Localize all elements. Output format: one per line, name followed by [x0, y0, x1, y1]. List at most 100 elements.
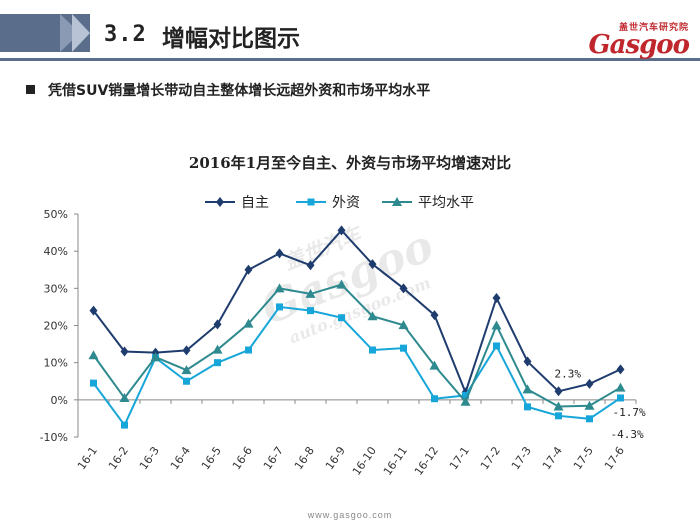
x-tick-label-17-2: 17-2 — [478, 444, 503, 472]
point-s2-17-3 — [524, 403, 531, 411]
series-line-3 — [92, 283, 622, 408]
x-tick-label-16-12: 16-12 — [412, 444, 441, 478]
point-s3-17-1 — [460, 396, 471, 406]
point-s3-16-8 — [305, 288, 316, 298]
data-label-3: -4.3% — [611, 428, 644, 441]
y-tick-label-5: 40% — [44, 245, 68, 258]
x-tick-label-16-10: 16-10 — [350, 444, 379, 478]
point-s2-16-4 — [183, 377, 190, 385]
point-s1-17-5 — [585, 378, 594, 389]
point-s3-16-4 — [181, 365, 192, 375]
x-tick-label-16-4: 16-4 — [168, 444, 193, 472]
point-s1-17-6 — [616, 364, 625, 375]
point-s3-16-1 — [88, 350, 99, 360]
series-line-1 — [92, 228, 621, 396]
point-s3-16-3 — [150, 352, 161, 362]
point-s3-16-10 — [367, 311, 378, 321]
point-s1-16-4 — [182, 345, 191, 356]
section-title: 增幅对比图示 — [162, 26, 300, 52]
point-s1-16-11 — [399, 283, 408, 294]
point-s3-16-6 — [243, 318, 254, 328]
point-s2-16-11 — [400, 344, 407, 352]
point-s2-16-2 — [121, 421, 128, 429]
point-s1-16-6 — [244, 264, 253, 275]
header-rule — [0, 58, 700, 61]
point-s1-17-2 — [492, 292, 501, 303]
point-s2-17-2 — [493, 342, 500, 350]
x-tick-label-16-5: 16-5 — [199, 444, 224, 472]
point-s1-16-10 — [368, 259, 377, 270]
point-s2-16-5 — [214, 359, 221, 367]
x-tick-label-17-4: 17-4 — [540, 444, 565, 472]
point-s1-16-7 — [275, 248, 284, 259]
header: 3.2 增幅对比图示 盖世汽车研究院 Gasgoo — [0, 0, 700, 72]
legend-marker-3 — [392, 197, 402, 206]
chart-title: 2016年1月至今自主、外资与市场平均增速对比 — [189, 154, 511, 172]
point-s1-16-9 — [337, 225, 346, 236]
x-tick-label-17-1: 17-1 — [447, 444, 472, 472]
y-tick-label-6: 50% — [44, 208, 68, 221]
logo-wordmark: Gasgoo — [588, 30, 690, 60]
x-tick-label-16-9: 16-9 — [323, 444, 348, 472]
x-tick-label-17-6: 17-6 — [602, 444, 627, 472]
point-s3-17-2 — [491, 320, 502, 330]
point-s1-17-3 — [523, 356, 532, 367]
header-chevron-light — [72, 14, 90, 52]
data-label-2: -1.7% — [613, 406, 646, 419]
legend-marker-1 — [216, 197, 224, 207]
point-s3-16-2 — [119, 392, 130, 402]
point-s2-16-8 — [307, 307, 314, 315]
section-number: 3.2 — [104, 22, 147, 47]
point-s1-16-12 — [430, 310, 439, 321]
legend-label-1: 自主 — [241, 195, 269, 211]
point-s3-16-5 — [212, 344, 223, 354]
point-s2-16-9 — [338, 314, 345, 322]
point-s3-17-5 — [584, 400, 595, 410]
x-tick-label-16-8: 16-8 — [292, 444, 317, 472]
point-s3-16-12 — [429, 360, 440, 370]
legend-label-3: 平均水平 — [418, 195, 474, 211]
point-s2-16-6 — [245, 346, 252, 354]
point-s1-17-4 — [554, 386, 563, 397]
point-s2-16-12 — [431, 395, 438, 403]
point-s3-16-9 — [336, 279, 347, 289]
point-s3-17-6 — [615, 382, 626, 392]
y-tick-label-0: -10% — [40, 431, 68, 444]
point-s2-17-4 — [555, 412, 562, 420]
point-s2-16-1 — [90, 379, 97, 387]
point-s1-16-8 — [306, 260, 315, 271]
series-line-2 — [92, 305, 622, 428]
y-tick-label-3: 20% — [44, 320, 68, 333]
point-s1-16-1 — [89, 305, 98, 316]
bullet-square-icon — [26, 85, 35, 94]
point-s3-16-7 — [274, 283, 285, 293]
point-s2-17-1 — [462, 391, 469, 399]
x-tick-label-16-7: 16-7 — [261, 444, 286, 472]
data-label-1: 2.3% — [555, 367, 582, 380]
x-tick-label-17-5: 17-5 — [571, 444, 596, 472]
point-s2-16-10 — [369, 346, 376, 354]
point-s1-16-2 — [120, 346, 129, 357]
x-tick-label-16-11: 16-11 — [381, 444, 410, 478]
x-tick-label-16-2: 16-2 — [106, 444, 131, 472]
legend-marker-2 — [307, 198, 315, 206]
point-s3-16-11 — [398, 320, 409, 330]
legend-label-2: 外资 — [332, 195, 360, 211]
point-s2-17-6 — [617, 394, 624, 402]
point-s1-16-5 — [213, 319, 222, 330]
y-tick-label-4: 30% — [44, 282, 68, 295]
y-tick-label-1: 0% — [51, 394, 68, 407]
point-s3-17-4 — [553, 401, 564, 411]
bullet-text: 凭借SUV销量增长带动自主整体增长远超外资和市场平均水平 — [48, 83, 431, 99]
x-tick-label-16-6: 16-6 — [230, 444, 255, 472]
y-tick-label-2: 10% — [44, 357, 68, 370]
footer-url: www.gasgoo.com — [307, 510, 393, 520]
logo-cn-text: 盖世汽车研究院 — [618, 23, 689, 33]
point-s2-17-5 — [586, 415, 593, 423]
x-tick-label-16-3: 16-3 — [137, 444, 162, 472]
point-s3-17-3 — [522, 384, 533, 394]
point-s2-16-7 — [276, 303, 283, 311]
x-tick-label-17-3: 17-3 — [509, 444, 534, 472]
